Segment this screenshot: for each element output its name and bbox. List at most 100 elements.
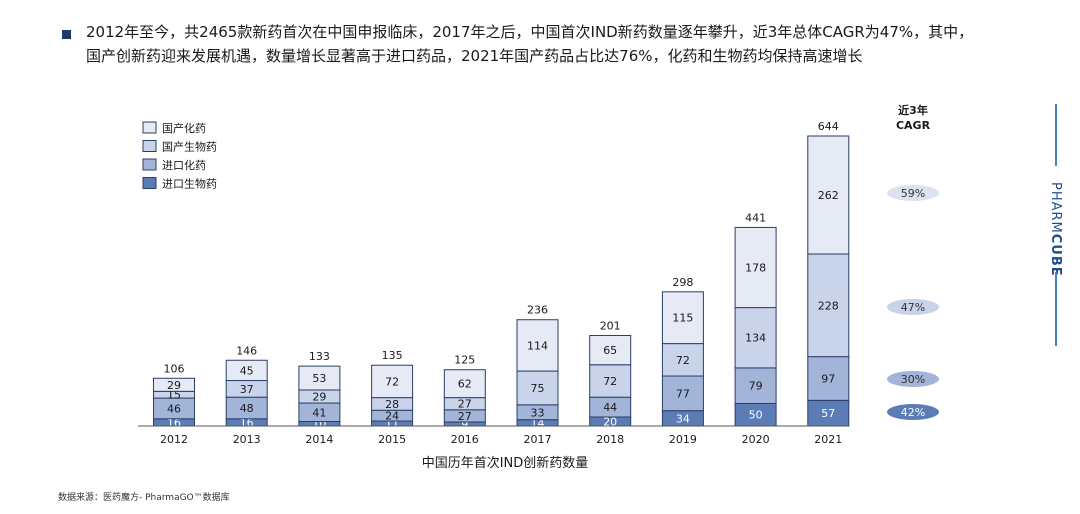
bar-total-label: 644	[818, 120, 839, 133]
bar-segment	[371, 364, 414, 399]
bar-value-label: 77	[676, 387, 690, 400]
bar-value-label: 28	[385, 398, 399, 411]
bar-segment	[807, 253, 850, 358]
bar-value-label: 41	[312, 406, 326, 419]
bar-value-label: 48	[240, 402, 254, 415]
bar-value-label: 178	[745, 261, 766, 274]
bar-total-label: 441	[745, 211, 766, 224]
bar-total-label: 135	[382, 349, 403, 362]
legend-swatch	[142, 177, 157, 189]
bar-value-label: 46	[167, 402, 181, 415]
bar-segment	[589, 364, 632, 398]
legend-swatch	[142, 121, 157, 134]
data-source-note: 数据来源：医药魔方- PharmaGO™数据库	[58, 493, 230, 503]
bar-value-label: 33	[531, 406, 545, 419]
bar-total-label: 298	[672, 276, 693, 289]
bar-value-label: 29	[167, 379, 181, 392]
bar-value-label: 65	[603, 344, 617, 357]
cagr-value: 30%	[901, 373, 925, 386]
brand-logo: PHARMCUBE	[1048, 182, 1063, 277]
legend-label: 国产化药	[162, 121, 206, 135]
brand-divider-bottom	[1055, 272, 1057, 346]
bar-total-label: 201	[600, 319, 621, 332]
bar-total-label: 133	[309, 350, 330, 363]
x-tick-label: 2015	[378, 433, 406, 446]
cagr-badge	[887, 299, 939, 315]
cagr-title-line-2: CAGR	[896, 119, 931, 132]
cagr-value: 59%	[901, 187, 925, 200]
bar-total-label: 106	[164, 362, 185, 375]
headline-bullet	[62, 30, 71, 39]
bar-segment	[443, 369, 486, 399]
bar-segment	[516, 319, 559, 372]
bar-value-label: 72	[603, 375, 617, 388]
x-tick-label: 2020	[742, 433, 770, 446]
bar-segment	[661, 291, 704, 345]
x-tick-label: 2014	[305, 433, 333, 446]
bar-value-label: 72	[385, 375, 399, 388]
bar-segment	[225, 359, 268, 382]
bar-value-label: 134	[745, 332, 766, 345]
headline-line-1: 2012年至今，共2465款新药首次在中国申报临床，2017年之后，中国首次IN…	[86, 23, 974, 41]
bar-value-label: 20	[603, 415, 617, 428]
bar-segment	[153, 377, 195, 392]
bar-value-label: 45	[240, 364, 254, 377]
x-tick-label: 2016	[451, 433, 479, 446]
bar-value-label: 27	[458, 398, 472, 411]
bar-value-label: 9	[461, 418, 468, 431]
bar-value-label: 57	[821, 407, 835, 420]
bar-value-label: 228	[818, 299, 839, 312]
bar-value-label: 79	[749, 380, 763, 393]
bar-value-label: 97	[821, 372, 835, 385]
bar-segment	[298, 365, 341, 391]
x-tick-label: 2018	[596, 433, 624, 446]
bar-value-label: 115	[672, 312, 693, 325]
bar-value-label: 62	[458, 378, 472, 391]
cagr-badge	[887, 404, 939, 420]
bar-total-label: 125	[454, 354, 475, 367]
bar-segment	[661, 343, 704, 377]
bar-segment	[734, 367, 777, 404]
bar-value-label: 44	[603, 401, 617, 414]
legend-label: 国产生物药	[162, 140, 217, 154]
bar-value-label: 262	[818, 189, 839, 202]
brand-divider-top	[1055, 104, 1057, 166]
bar-total-label: 146	[236, 344, 257, 357]
x-tick-label: 2013	[233, 433, 261, 446]
bar-value-label: 24	[385, 410, 399, 423]
cagr-badge	[887, 371, 939, 387]
x-tick-label: 2019	[669, 433, 697, 446]
bar-segment	[516, 370, 559, 406]
legend-label: 进口生物药	[162, 177, 217, 191]
bar-segment	[589, 334, 632, 366]
x-tick-label: 2012	[160, 433, 188, 446]
legend-swatch	[142, 158, 157, 171]
cagr-badge	[887, 185, 939, 201]
legend-swatch	[142, 140, 157, 152]
cagr-title-line-1: 近3年	[898, 103, 928, 117]
x-tick-label: 2021	[814, 433, 842, 446]
bar-value-label: 37	[240, 383, 254, 396]
bar-value-label: 53	[312, 372, 326, 385]
bar-value-label: 15	[167, 389, 181, 402]
headline: 2012年至今，共2465款新药首次在中国申报临床，2017年之后，中国首次IN…	[86, 20, 1026, 68]
legend-label: 进口化药	[162, 158, 206, 172]
bar-value-label: 27	[458, 410, 472, 423]
bar-segment	[807, 356, 850, 401]
bar-segment	[734, 307, 777, 369]
bar-segment	[734, 226, 777, 309]
bar-value-label: 72	[676, 354, 690, 367]
bar-total-label: 236	[527, 304, 548, 317]
cagr-value: 47%	[901, 301, 925, 314]
bar-value-label: 114	[527, 339, 548, 352]
bar-value-label: 29	[312, 391, 326, 404]
bar-segment	[807, 135, 850, 255]
headline-line-2: 国产创新药迎来发展机遇，数量增长显著高于进口药品，2021年国产药品占比达76%…	[86, 47, 863, 65]
bar-value-label: 34	[676, 412, 690, 425]
cagr-value: 42%	[901, 406, 925, 419]
bar-segment	[661, 375, 704, 412]
x-tick-label: 2017	[524, 433, 552, 446]
bar-value-label: 75	[531, 382, 545, 395]
bar-value-label: 50	[749, 409, 763, 422]
